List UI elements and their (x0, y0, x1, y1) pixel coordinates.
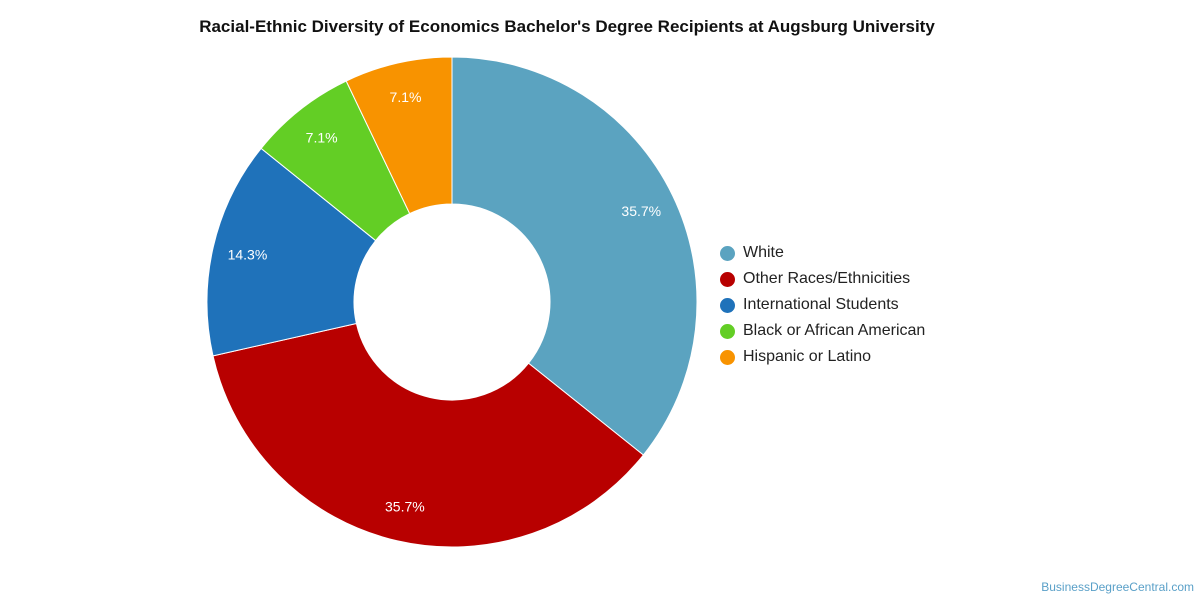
legend-item[interactable]: Other Races/Ethnicities (720, 266, 925, 292)
legend-item[interactable]: Black or African American (720, 318, 925, 344)
legend-label: International Students (743, 296, 899, 313)
legend-label: Other Races/Ethnicities (743, 270, 911, 287)
legend-item[interactable]: White (720, 240, 925, 266)
legend-item[interactable]: International Students (720, 292, 925, 318)
legend-item[interactable]: Hispanic or Latino (720, 344, 925, 370)
slice-data-label: 7.1% (390, 89, 422, 105)
site-watermark[interactable]: BusinessDegreeCentral.com (1041, 580, 1194, 594)
slice-data-label: 35.7% (621, 203, 661, 219)
legend-label: White (743, 244, 784, 261)
legend-swatch-icon (720, 323, 735, 339)
legend-label: Hispanic or Latino (743, 348, 872, 365)
slice-data-label: 35.7% (385, 499, 425, 515)
chart-legend: White Other Races/Ethnicities Internationa… (720, 240, 925, 370)
slice-hispanic-or-latino[interactable] (345, 56, 453, 215)
slice-international-students[interactable] (206, 147, 377, 357)
slice-white[interactable] (451, 56, 698, 456)
chart-title: Racial-Ethnic Diversity of Economics Bac… (199, 17, 935, 36)
slice-other-races-ethnicities[interactable] (212, 322, 645, 548)
legend-label: Black or African American (743, 322, 926, 339)
slice-data-label: 7.1% (306, 129, 338, 145)
legend-swatch-icon (720, 349, 735, 365)
legend-swatch-icon (720, 297, 735, 313)
legend-swatch-icon (720, 245, 735, 261)
legend-swatch-icon (720, 271, 735, 287)
slice-data-label: 14.3% (228, 247, 268, 263)
